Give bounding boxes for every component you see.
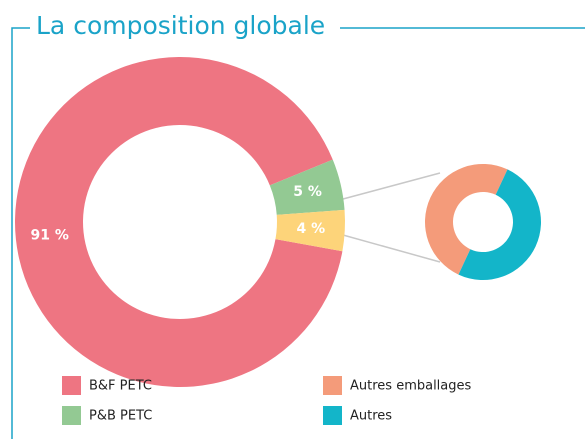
- frame-left: [11, 27, 30, 439]
- legend-label: B&F PETC: [89, 379, 152, 394]
- data-label: 5 %: [293, 184, 322, 200]
- legend-label: P&B PETC: [89, 409, 152, 424]
- data-label: 2 %: [459, 139, 488, 155]
- legend-label: Autres: [350, 409, 392, 424]
- data-label: 2 %: [531, 262, 560, 278]
- connector: [342, 172, 441, 200]
- donut-slice: [269, 159, 345, 215]
- legend-label: Autres emballages: [350, 379, 472, 394]
- donut-slice: [15, 57, 343, 387]
- chart-title: La composition globale: [36, 11, 325, 40]
- legend-swatch: [323, 376, 342, 395]
- data-label: 4 %: [296, 221, 325, 237]
- legend-swatch: [62, 376, 81, 395]
- legend-swatch: [62, 406, 81, 425]
- connector: [342, 234, 441, 263]
- donut-slice: [424, 163, 508, 275]
- data-label: 91 %: [31, 228, 69, 244]
- donut-slice: [275, 209, 345, 252]
- donut-slice: [458, 169, 541, 280]
- legend-swatch: [323, 406, 342, 425]
